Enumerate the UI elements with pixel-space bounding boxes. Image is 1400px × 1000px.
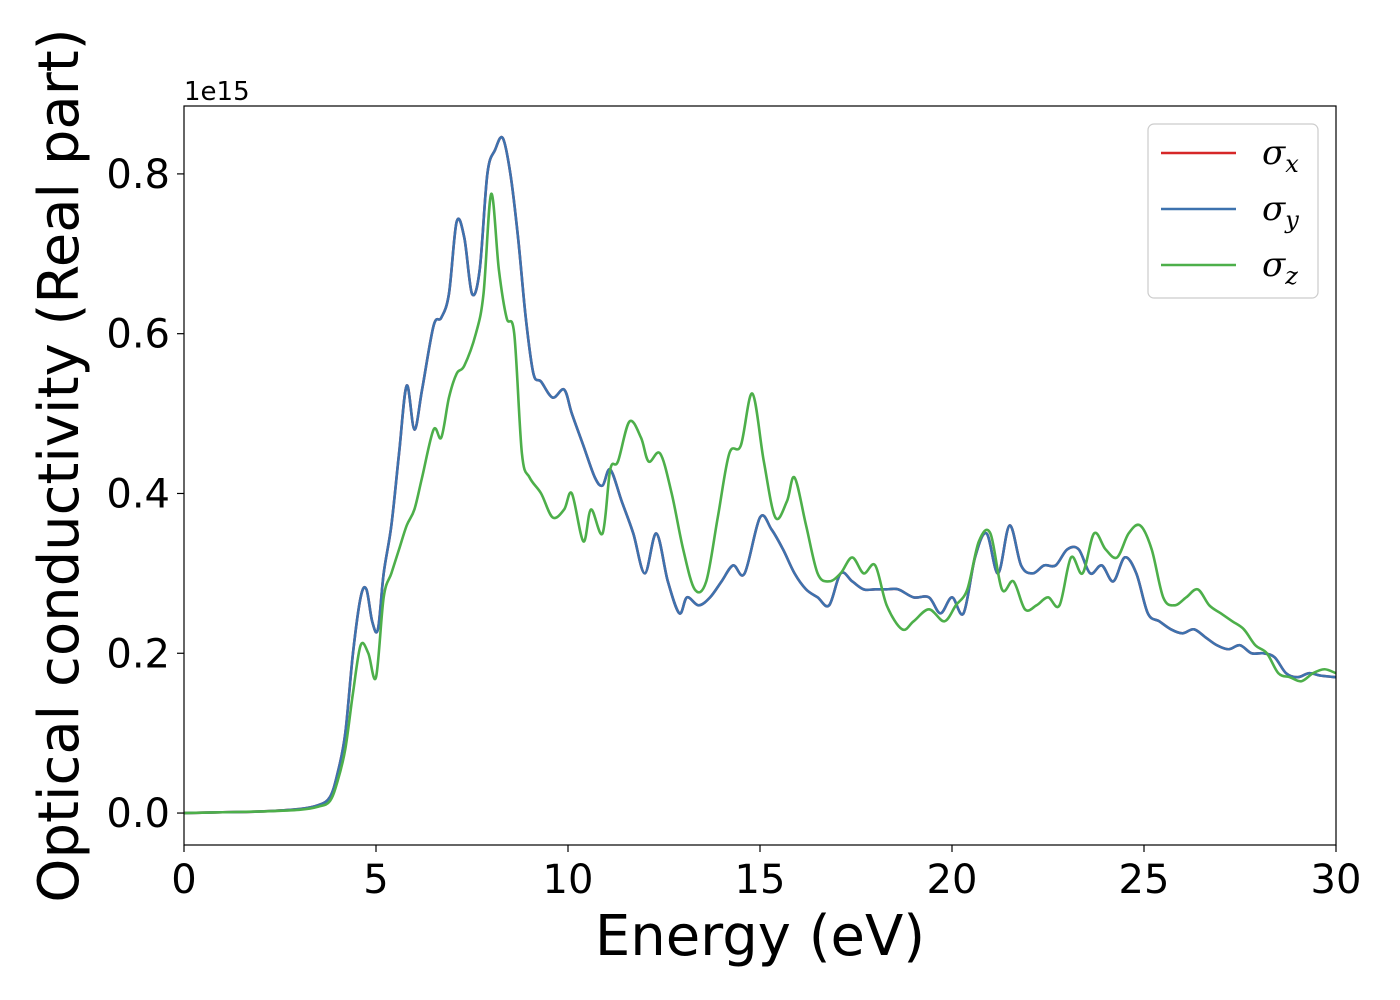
x-tick-label: 30 (1311, 857, 1362, 903)
x-tick-label: 15 (735, 857, 786, 903)
y-tick-label: 0.6 (106, 312, 170, 358)
ticks-layer: 0 5 10 15 20 25 30 0.0 0.2 0.4 0.6 0.8 (106, 152, 1361, 903)
y-tick-label: 0.0 (106, 791, 170, 837)
x-axis-label: Energy (eV) (595, 904, 925, 969)
x-tick-label: 25 (1119, 857, 1170, 903)
series-line-z (184, 192, 1336, 815)
legend-box (1147, 123, 1319, 299)
x-tick-label: 20 (927, 857, 978, 903)
y-axis-label: Optical conductivity (Real part) (27, 28, 92, 902)
legend-label-y: σy (1262, 189, 1299, 234)
legend: σx σy σz (1147, 123, 1319, 299)
y-tick-label: 0.8 (106, 152, 170, 198)
series-layer (184, 135, 1336, 815)
legend-label-z: σz (1262, 245, 1298, 290)
y-offset-text: 1e15 (184, 77, 250, 107)
x-tick-label: 0 (171, 857, 196, 903)
legend-label-x: σx (1262, 133, 1299, 178)
x-tick-label: 10 (543, 857, 594, 903)
series-line-y (184, 135, 1336, 815)
y-tick-label: 0.2 (106, 631, 170, 677)
y-tick-label: 0.4 (106, 471, 170, 517)
x-tick-label: 5 (363, 857, 388, 903)
